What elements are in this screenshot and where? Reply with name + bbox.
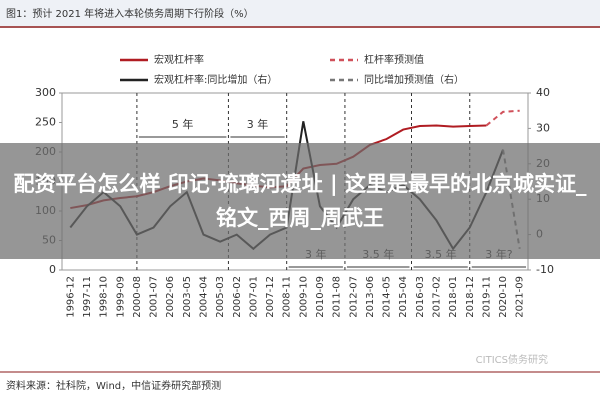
x-tick-label: 1996-12 — [65, 276, 76, 318]
legend-label: 宏观杠杆率 — [154, 53, 204, 66]
x-tick-label: 2011-08 — [332, 276, 343, 318]
x-tick-label: 2010-09 — [315, 276, 326, 318]
y2-tick-label: -10 — [536, 263, 554, 276]
annotation: 5 年 — [172, 117, 194, 131]
x-tick-label: 2017-02 — [431, 276, 442, 318]
y-tick-label: 0 — [49, 263, 56, 276]
legend-label: 同比增加预测值（右） — [364, 73, 464, 86]
y-tick-label: 250 — [35, 116, 56, 129]
y2-tick-label: 30 — [536, 121, 550, 134]
legend-label: 宏观杠杆率:同比增加（右） — [154, 73, 277, 86]
x-tick-label: 2016-03 — [415, 276, 426, 318]
x-tick-label: 2019-11 — [481, 276, 492, 318]
x-tick-label: 1998-10 — [99, 276, 110, 318]
x-tick-label: 1999-09 — [115, 276, 126, 318]
x-tick-label: 2006-02 — [232, 276, 243, 318]
x-tick-label: 2003-05 — [182, 276, 193, 318]
overlay-banner: 配资平台怎么样 印记·琉璃河遗址 | 这里是最早的北京城实证_铭文_西周_周武王 — [0, 143, 600, 259]
x-tick-label: 2005-03 — [215, 276, 226, 318]
annotation: 3 年 — [247, 117, 269, 131]
x-tick-label: 2007-12 — [265, 276, 276, 318]
legend-label: 杠杆率预测值 — [364, 53, 424, 66]
x-tick-label: 2001-07 — [149, 276, 160, 318]
x-tick-label: 2015-04 — [398, 276, 409, 318]
series-line — [485, 109, 520, 127]
x-tick-label: 2008-11 — [282, 276, 293, 318]
x-tick-label: 2021-09 — [515, 276, 526, 318]
watermark: CITICS债务研究 — [476, 353, 548, 366]
x-tick-label: 1997-11 — [82, 276, 93, 318]
title-band — [0, 0, 600, 26]
x-tick-label: 2020-10 — [498, 276, 509, 318]
x-tick-label: 2004-04 — [198, 276, 209, 318]
x-tick-label: 2007-01 — [248, 276, 259, 318]
x-tick-label: 2000-08 — [132, 276, 143, 318]
source: 资料来源：社科院，Wind，中信证券研究部预测 — [6, 379, 221, 392]
x-tick-label: 2012-07 — [348, 276, 359, 318]
y2-tick-label: 40 — [536, 86, 550, 99]
x-tick-label: 2013-06 — [365, 276, 376, 318]
chart-title: 图1：预计 2021 年将进入本轮债务周期下行阶段（%） — [6, 7, 254, 20]
y-tick-label: 300 — [35, 86, 56, 99]
x-tick-label: 2018-01 — [448, 276, 459, 318]
x-tick-label: 2018-12 — [465, 276, 476, 318]
x-tick-label: 2009-10 — [298, 276, 309, 318]
x-tick-label: 2002-06 — [165, 276, 176, 318]
x-tick-label: 2014-05 — [382, 276, 393, 318]
